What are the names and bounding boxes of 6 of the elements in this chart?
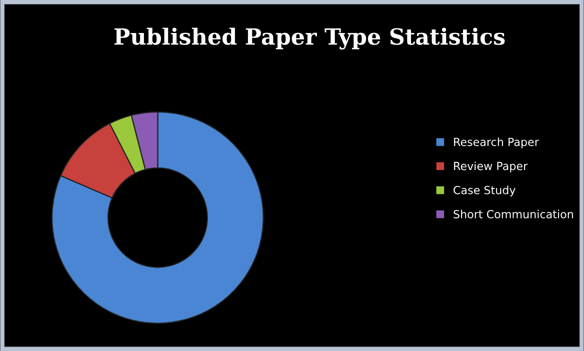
legend-label: Short Communication bbox=[454, 210, 573, 218]
legend-label: Review Paper bbox=[454, 162, 528, 172]
legend-label: Research Paper bbox=[454, 138, 539, 148]
legend-label: Case Study bbox=[454, 186, 516, 196]
chart-title: Published Paper Type Statistics bbox=[114, 28, 505, 50]
donut-slice bbox=[51, 111, 264, 324]
